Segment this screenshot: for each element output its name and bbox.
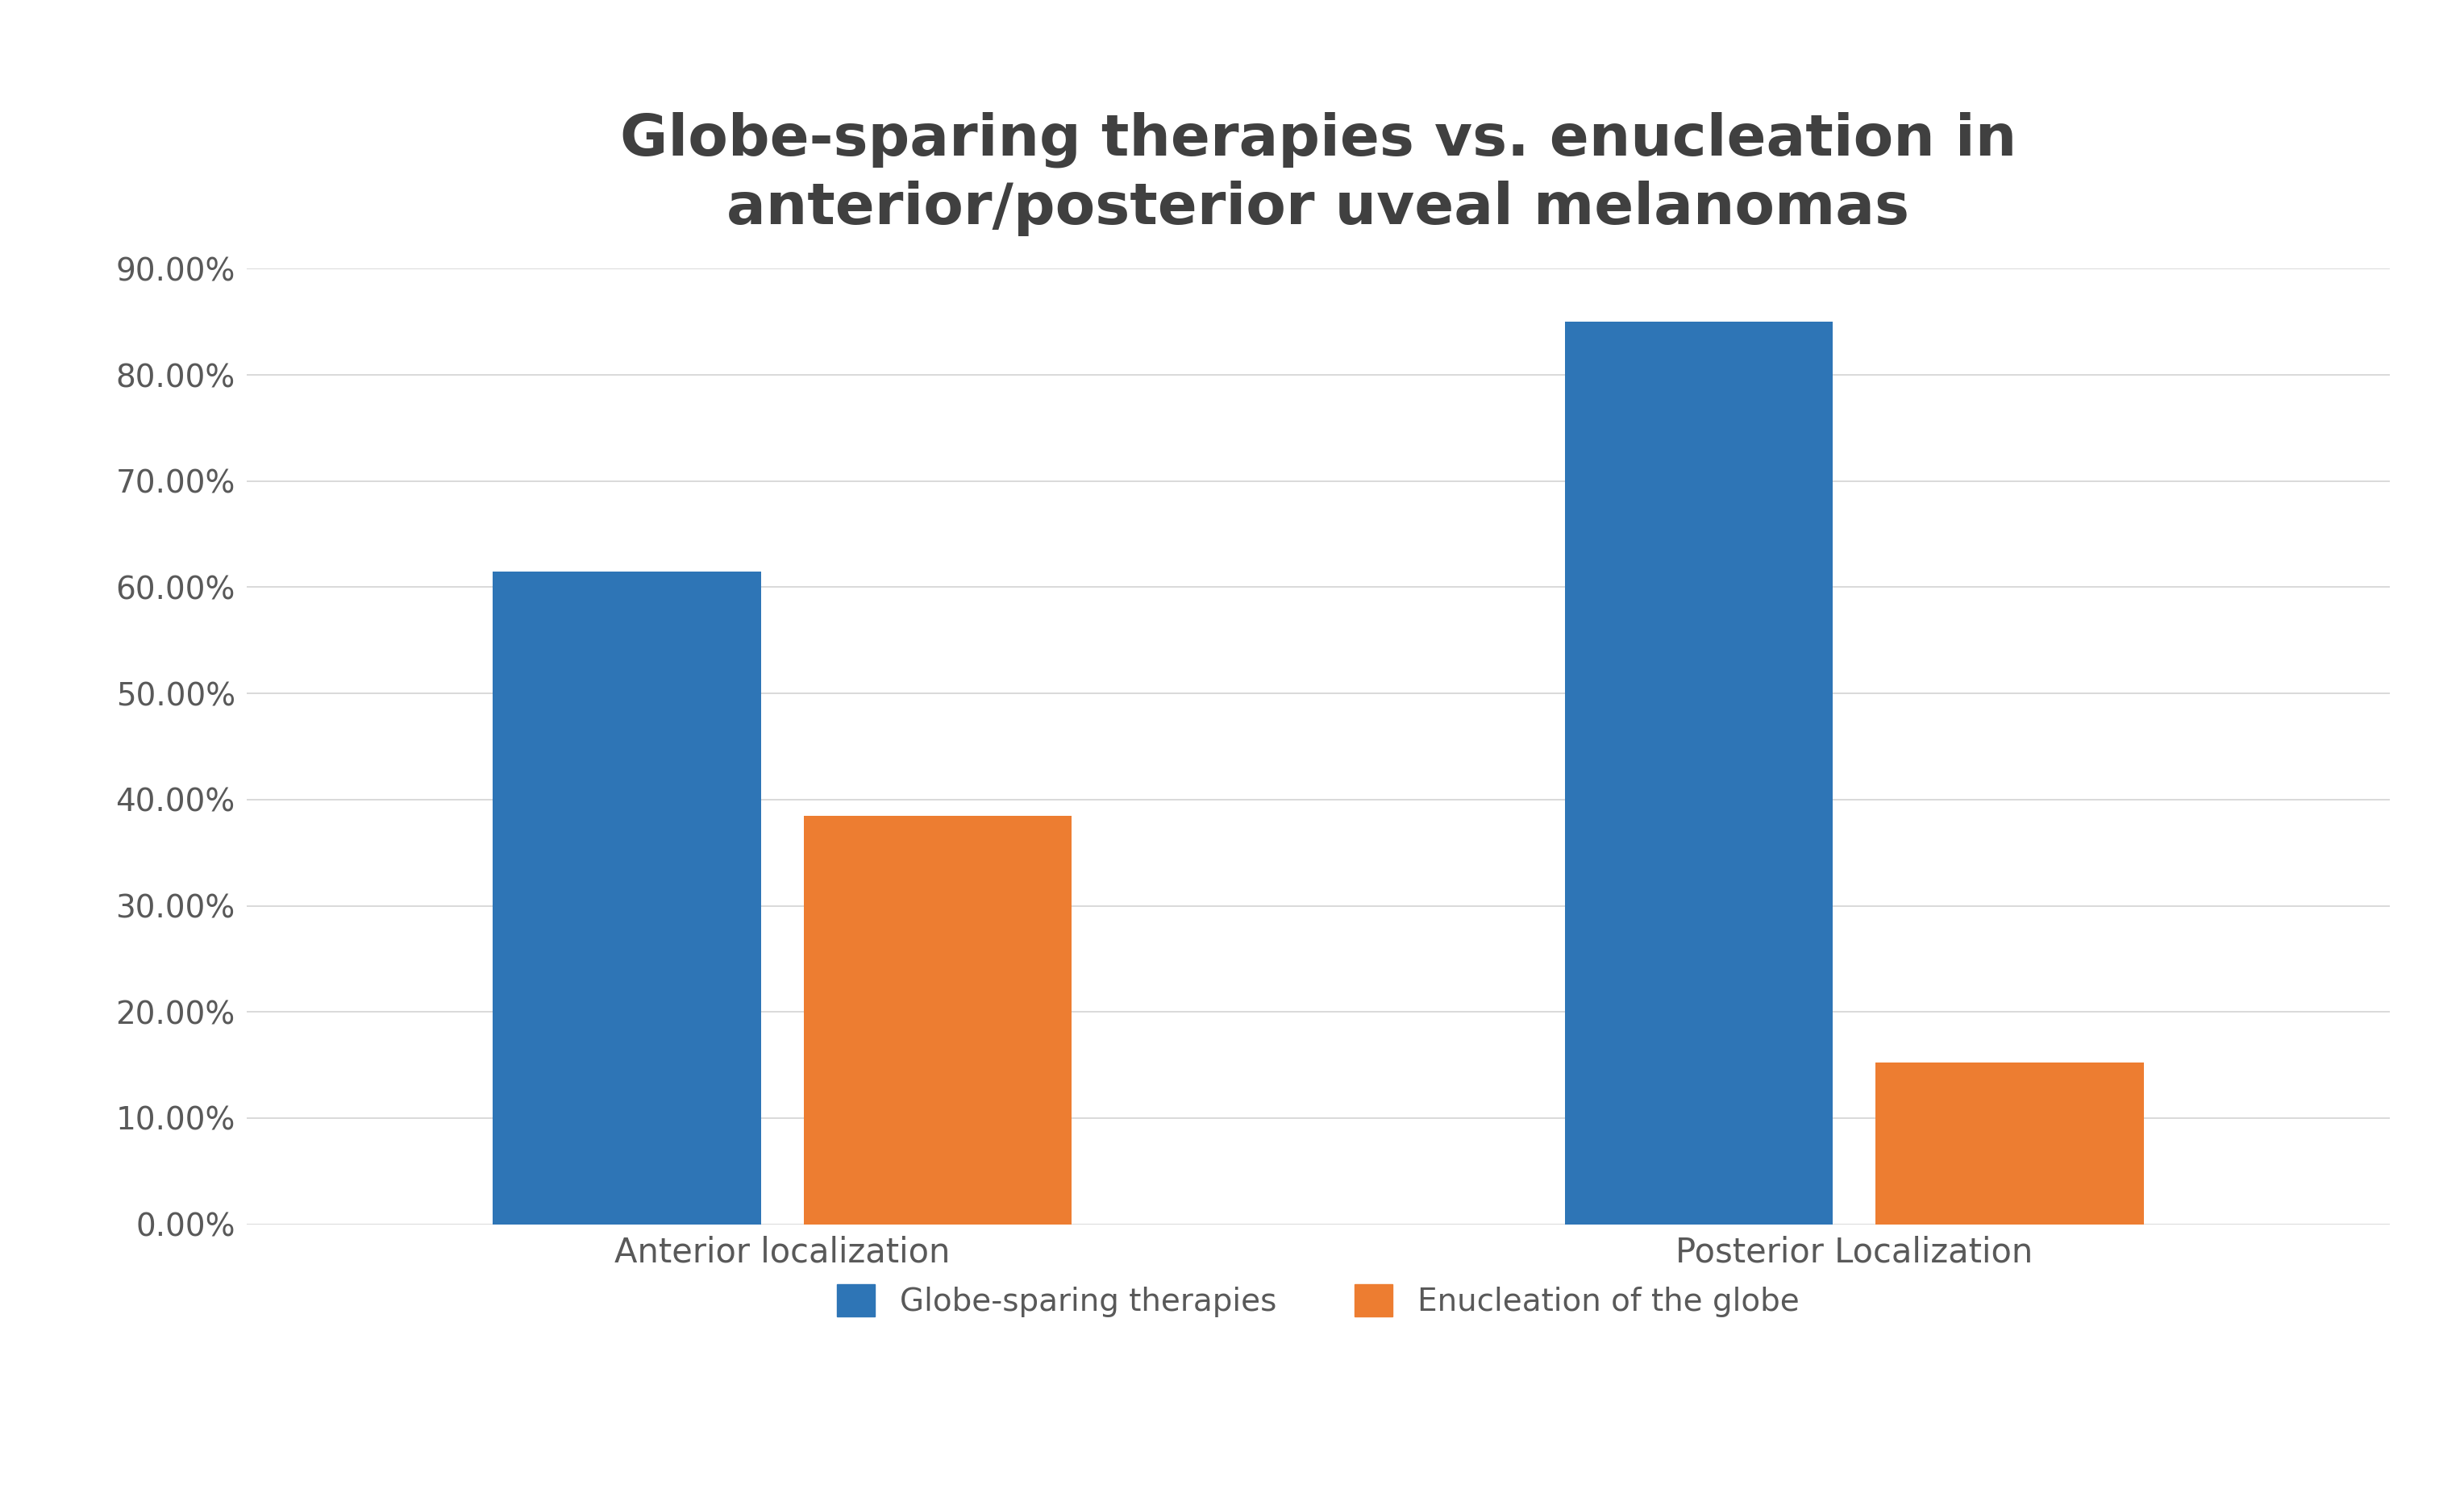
Bar bbox=[493, 572, 761, 1224]
Title: Globe-sparing therapies vs. enucleation in
anterior/posterior uveal melanomas: Globe-sparing therapies vs. enucleation … bbox=[621, 112, 2016, 236]
Legend: Globe-sparing therapies, Enucleation of the globe: Globe-sparing therapies, Enucleation of … bbox=[821, 1269, 1816, 1333]
Bar bbox=[803, 815, 1072, 1224]
Bar bbox=[1875, 1063, 2144, 1224]
Bar bbox=[1565, 322, 1833, 1224]
